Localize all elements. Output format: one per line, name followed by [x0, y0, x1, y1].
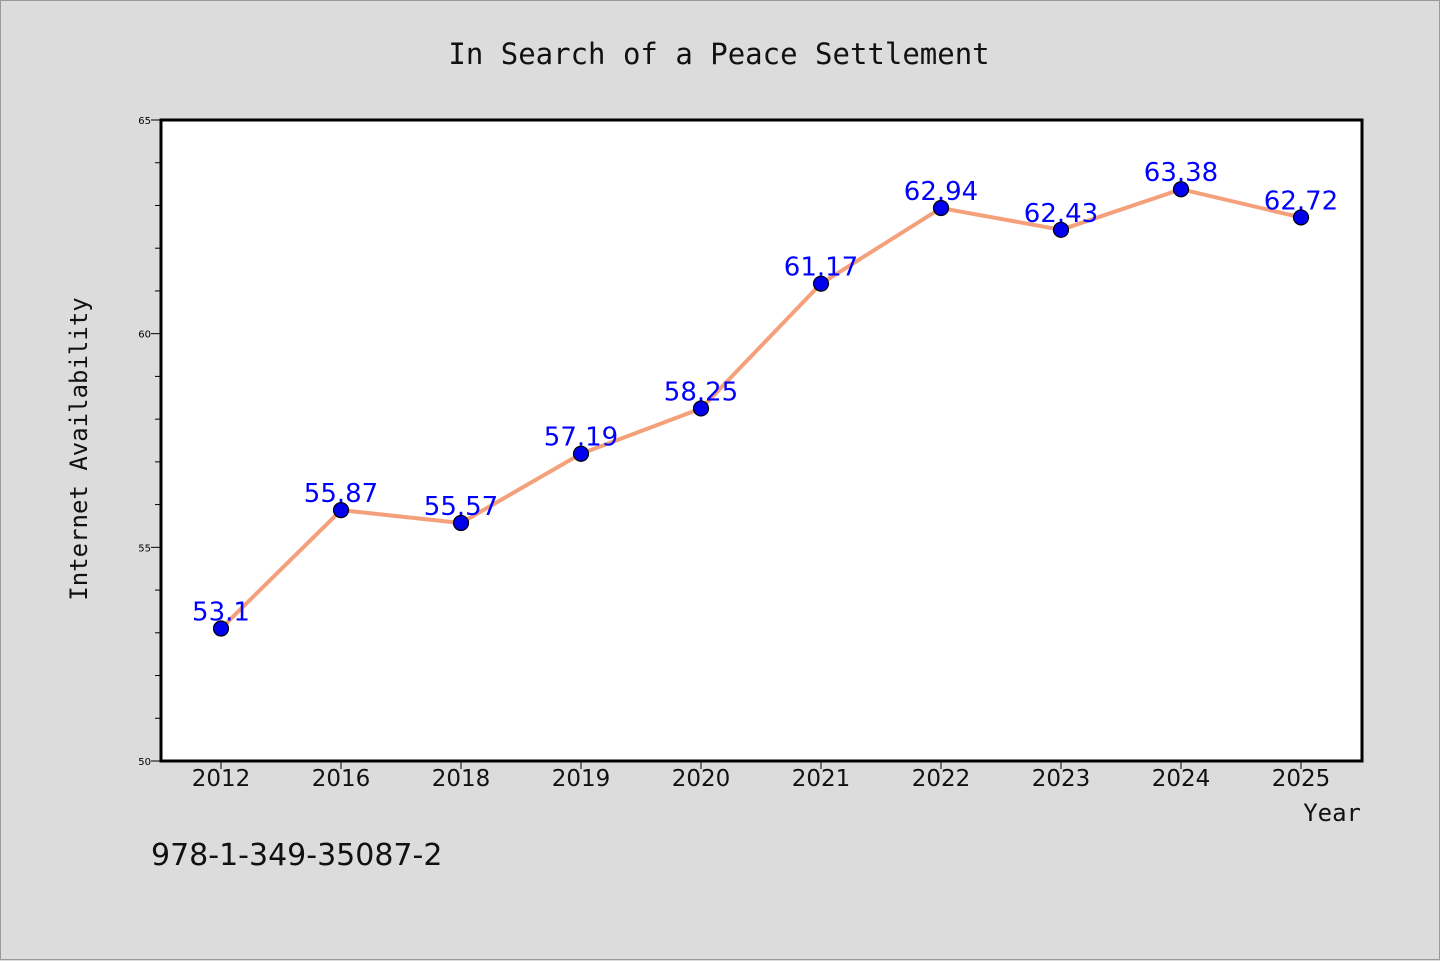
data-point: [1292, 209, 1310, 226]
y-axis-label: Internet Availability: [65, 297, 93, 600]
data-point: [812, 275, 830, 292]
x-tick-label: 2025: [1272, 766, 1331, 792]
x-tick-label: 2020: [672, 766, 731, 792]
x-tick-label: 2018: [432, 766, 491, 792]
footer-isbn: 978-1-349-35087-2: [151, 838, 442, 873]
x-tick-label: 2016: [312, 766, 371, 792]
x-axis-label: Year: [1303, 799, 1361, 827]
data-label: 62.94: [904, 177, 978, 207]
data-label: 62.72: [1264, 186, 1338, 216]
data-point: [1052, 221, 1070, 238]
data-label: 55.87: [304, 479, 378, 509]
data-point: [572, 445, 590, 462]
data-point: [692, 400, 710, 417]
y-tick-label: 60: [138, 330, 151, 341]
data-point: [932, 199, 950, 217]
y-tick-label: 50: [138, 757, 151, 768]
x-tick-label: 2021: [792, 766, 851, 792]
data-point: [452, 514, 470, 532]
y-axis: 50 55 60 65: [138, 116, 161, 768]
data-label: 62.43: [1024, 199, 1098, 229]
chart-title: In Search of a Peace Settlement: [448, 37, 989, 71]
x-tick-label: 2022: [912, 766, 971, 792]
data-label: 58.25: [664, 377, 738, 407]
x-tick-label: 2019: [552, 766, 611, 792]
x-tick-label: 2023: [1032, 766, 1091, 792]
x-tick-label: 2024: [1152, 766, 1211, 792]
series-line: [219, 187, 1303, 631]
plot-area: [159, 118, 1364, 763]
x-tick-label: 2012: [192, 766, 251, 792]
data-label: 57.19: [544, 423, 618, 453]
data-label: 55.57: [424, 492, 498, 522]
series: 53.1 55.87 55.57 57.19 58.25 61.17 62.94 62.43 6…: [192, 158, 1338, 637]
data-point: [212, 620, 230, 637]
y-tick-label: 65: [138, 116, 151, 127]
data-point: [332, 502, 350, 519]
x-axis: 2012 2016 2018 2019 2020 2021 2022 2023 2024 2025: [192, 761, 1331, 792]
data-label: 61.17: [784, 253, 858, 283]
data-label: 63.38: [1144, 158, 1218, 188]
data-point: [1172, 181, 1190, 198]
y-tick-label: 55: [138, 543, 151, 554]
data-label: 53.1: [192, 598, 250, 628]
